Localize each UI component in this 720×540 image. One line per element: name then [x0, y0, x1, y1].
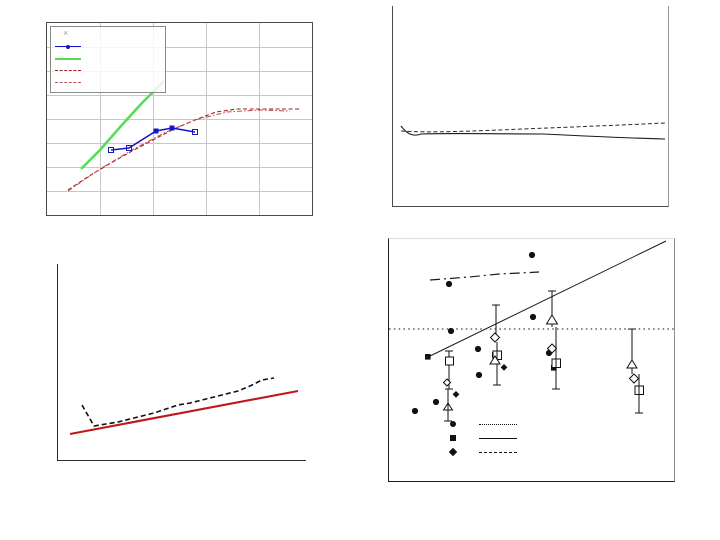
square-marker-icon	[450, 435, 456, 441]
series-ref-13	[427, 240, 667, 358]
legend4-marker-ref13	[465, 431, 520, 445]
series-ref-17-markers	[411, 251, 553, 415]
gridline-horizontal	[47, 95, 312, 96]
series-cblast	[110, 127, 196, 151]
series-fit-solid	[400, 125, 666, 140]
panel-bottom-right-cd-vs-u10	[360, 230, 720, 540]
legend4-marker-ref46	[465, 445, 520, 459]
legend4-marker-ref18	[447, 445, 459, 459]
panel2-plot-area	[392, 6, 669, 207]
panel4-plot-area	[388, 238, 675, 482]
legend-item-hwrfx	[54, 28, 162, 41]
series-open-marker-groups	[442, 290, 644, 422]
panel3-data-svg	[69, 377, 299, 436]
legend-item-powell-2003	[54, 77, 162, 89]
dashdot-line-icon	[479, 452, 517, 454]
series-binned-mean-line	[81, 377, 275, 427]
panel1-data-svg	[67, 80, 301, 192]
panel-bottom-left-cdn-vs-u10n	[0, 240, 360, 540]
diamond-marker-icon	[448, 447, 458, 457]
dotted-line-icon	[479, 424, 517, 426]
gridline-horizontal	[47, 167, 312, 168]
panel3-plot-area	[57, 264, 306, 461]
panel4-data-svg	[389, 240, 674, 422]
series-ref-18-markers	[452, 364, 508, 398]
legend-item-donelan-2004	[54, 65, 162, 77]
series-ref-46	[429, 271, 540, 281]
dashed-line-icon	[54, 66, 82, 76]
panel1-legend	[50, 26, 166, 93]
legend4-marker-ref16	[447, 431, 459, 445]
legend4-label-ref46	[520, 445, 526, 459]
panel-top-left-cd-vs-u10n	[0, 0, 360, 240]
series-fit-dashed	[400, 122, 666, 133]
line-marker-icon	[54, 42, 82, 52]
dashdot-line-icon	[54, 78, 82, 88]
gridline-horizontal	[47, 47, 312, 48]
legend-item-smith-1988	[54, 53, 162, 65]
gridline-horizontal	[47, 119, 312, 120]
series-powell-2003	[67, 109, 291, 192]
marker-x-icon	[54, 28, 82, 40]
panel-top-right-ce10-vs-u10	[360, 0, 720, 240]
legend-item-cblast	[54, 41, 162, 53]
gridline-horizontal	[47, 191, 312, 192]
legend4-label-ref13	[520, 431, 526, 445]
series-smith-1988	[80, 80, 165, 170]
line-icon	[54, 54, 82, 64]
legend4-marker-ref17	[447, 417, 459, 431]
solid-line-icon	[479, 438, 517, 440]
gridline-horizontal	[47, 143, 312, 144]
gridline-horizontal	[47, 71, 312, 72]
series-ref-16-markers	[425, 352, 641, 394]
panel4-legend	[447, 417, 526, 459]
series-cblast-markers	[108, 125, 198, 153]
panel2-data-svg	[400, 122, 666, 140]
circle-marker-icon	[450, 421, 456, 427]
series-donelan-2004	[67, 108, 301, 191]
legend4-marker-ref39	[465, 417, 520, 431]
legend4-label-ref39	[520, 417, 526, 431]
series-reference-fit	[69, 389, 299, 436]
panel1-plot-area	[46, 22, 313, 216]
